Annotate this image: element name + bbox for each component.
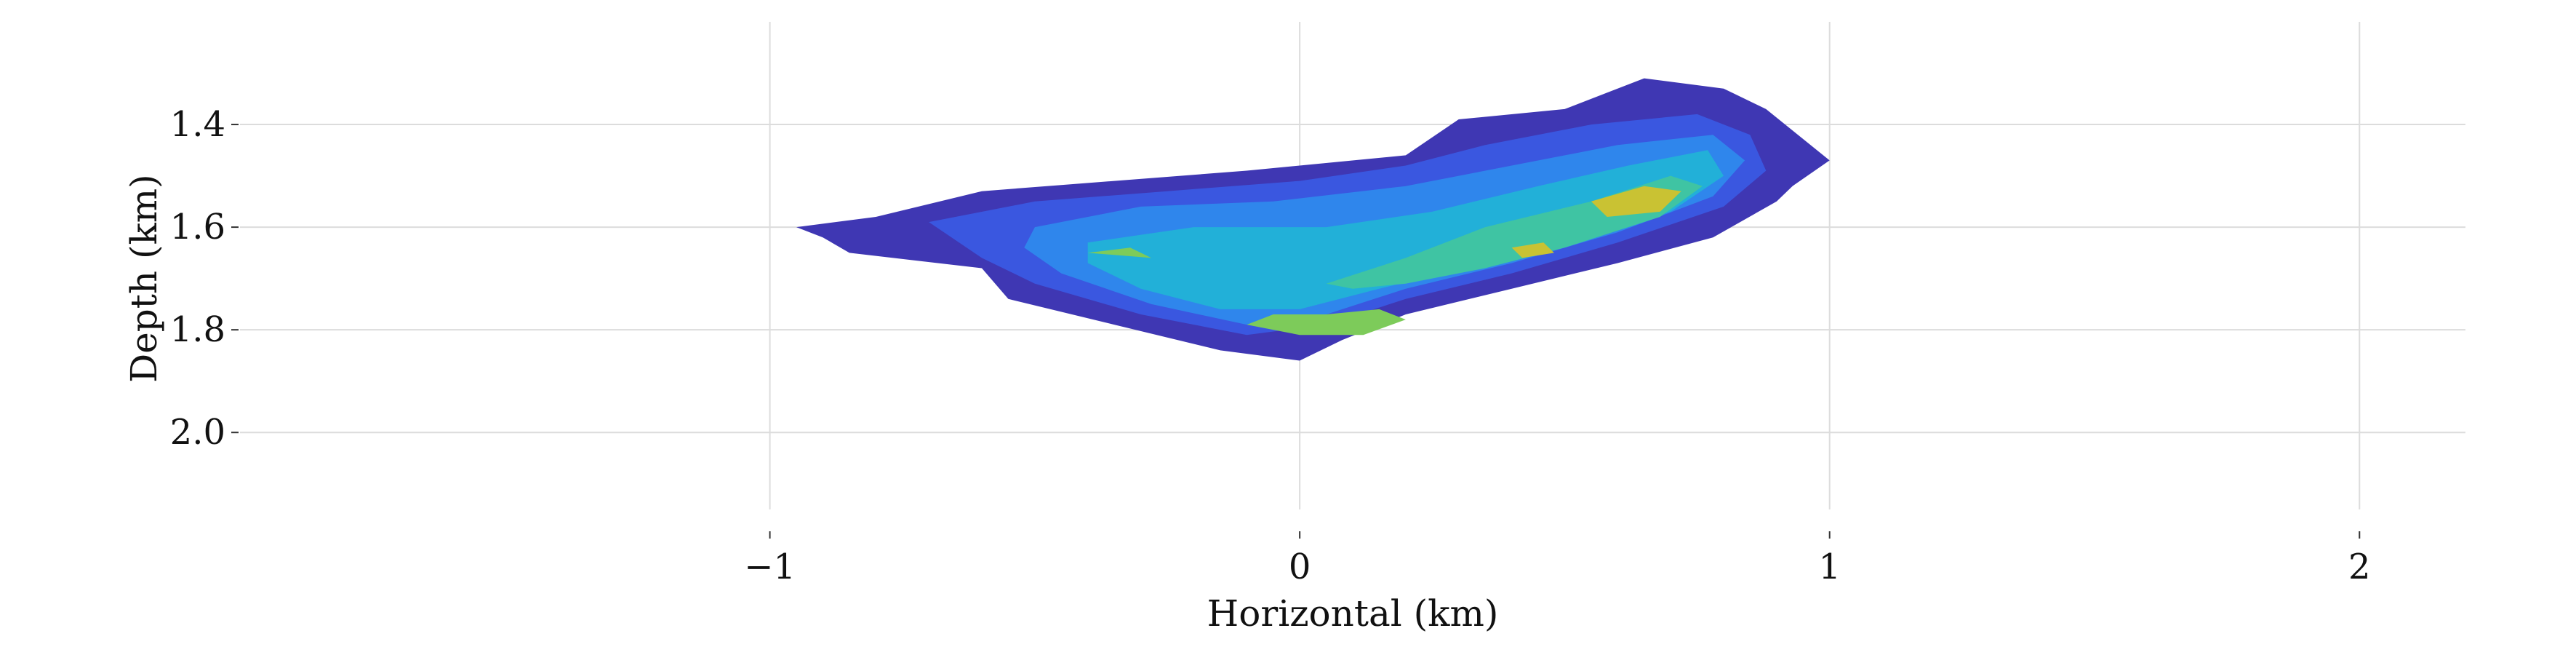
x-tick-label: 1 bbox=[1818, 547, 1841, 587]
x-axis-label: Horizontal (km) bbox=[1207, 592, 1499, 635]
y-tick-label: 2.0 bbox=[170, 412, 225, 453]
contour-level-6 bbox=[1247, 309, 1406, 336]
contour-fill bbox=[796, 78, 1830, 361]
y-tick-label: 1.6 bbox=[170, 207, 225, 247]
contour-level-7 bbox=[1591, 186, 1681, 217]
x-tick-label: 2 bbox=[2348, 547, 2371, 587]
y-tick-label: 1.4 bbox=[170, 104, 225, 145]
contour-level-6 bbox=[1087, 247, 1152, 258]
axis-ticks: −1 0 1 2 1.4 1.6 1.8 2.0 bbox=[170, 104, 2371, 587]
x-tick-label: 0 bbox=[1289, 547, 1311, 587]
y-tick-label: 1.8 bbox=[170, 309, 225, 350]
y-axis-label: Depth (km) bbox=[123, 174, 165, 383]
x-tick-label: −1 bbox=[744, 547, 796, 587]
contour-level-7 bbox=[1511, 242, 1554, 258]
contour-level-4 bbox=[1087, 150, 1724, 309]
